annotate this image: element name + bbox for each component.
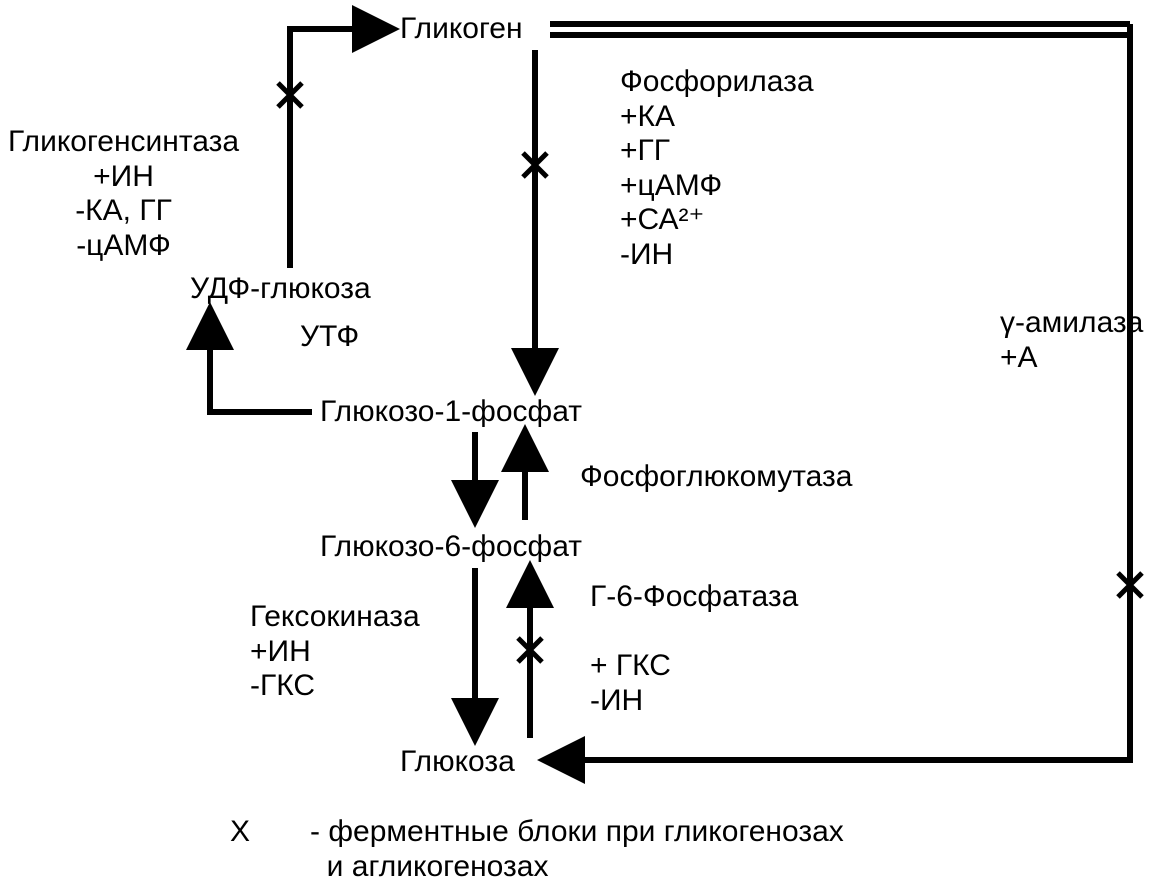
diagram-stage: Гликоген УДФ-глюкоза УТФ Глюкозо-1-фосфа… <box>0 0 1172 877</box>
node-glycogen: Гликоген <box>400 12 523 47</box>
legend-text: - ферментные блоки при гликогенозах и аг… <box>310 815 844 877</box>
enzyme-glycogen-synthase: Гликогенсинтаза +ИН -КА, ГГ -цАМФ <box>8 125 239 263</box>
node-udp-glucose: УДФ-глюкоза <box>190 272 371 307</box>
edge-g1p-udp <box>210 310 312 412</box>
enzyme-gamma-amylase: γ-амилаза +А <box>1000 306 1143 375</box>
legend-marker: Х <box>230 815 250 850</box>
enzyme-hexokinase: Гексокиназа +ИН -ГКС <box>250 600 420 704</box>
node-g6p: Глюкозо-6-фосфат <box>320 530 582 565</box>
node-utp: УТФ <box>300 320 359 355</box>
edge-udp-up <box>290 29 392 268</box>
node-g1p: Глюкозо-1-фосфат <box>320 395 582 430</box>
node-glucose: Глюкоза <box>400 745 515 780</box>
enzyme-phosphorylase: Фосфорилаза +КА +ГГ +цАМФ +СА²⁺ -ИН <box>620 65 814 272</box>
enzyme-phosphoglucomutase: Фосфоглюкомутаза <box>580 460 852 495</box>
enzyme-g6phosphatase: Г-6-Фосфатаза + ГКС -ИН <box>590 580 798 718</box>
